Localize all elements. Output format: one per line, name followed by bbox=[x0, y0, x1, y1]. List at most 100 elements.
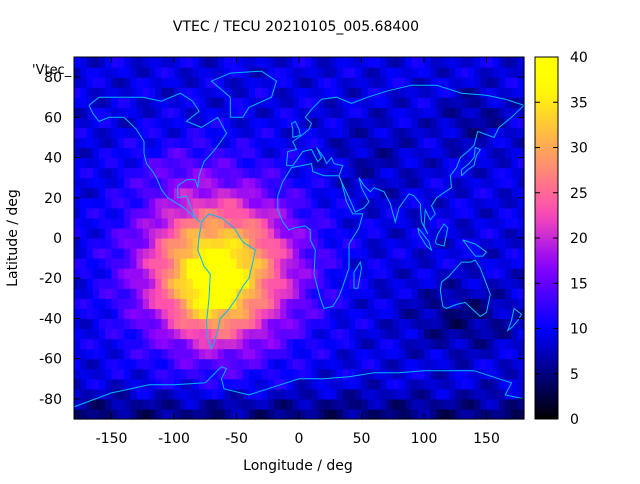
heatmap-cell bbox=[405, 308, 413, 320]
heatmap-cell bbox=[92, 368, 100, 380]
heatmap-cell bbox=[455, 77, 463, 88]
heatmap-cell bbox=[461, 97, 469, 108]
heatmap-cell bbox=[211, 217, 219, 229]
heatmap-cell bbox=[224, 137, 231, 149]
colorbar-tick-label: 10 bbox=[570, 322, 588, 338]
heatmap-cell bbox=[99, 187, 106, 199]
heatmap-cell bbox=[74, 258, 81, 269]
heatmap-cell bbox=[86, 157, 94, 169]
heatmap-cell bbox=[86, 117, 94, 128]
heatmap-cell bbox=[255, 77, 263, 88]
heatmap-cell bbox=[417, 238, 425, 249]
heatmap-cell bbox=[467, 278, 475, 289]
heatmap-cell bbox=[405, 398, 413, 410]
heatmap-cell bbox=[499, 378, 506, 390]
heatmap-cell bbox=[186, 318, 194, 330]
heatmap-cell bbox=[361, 238, 369, 249]
heatmap-cell bbox=[192, 278, 200, 289]
heatmap-cell bbox=[167, 187, 175, 199]
heatmap-cell bbox=[492, 177, 500, 189]
heatmap-cell bbox=[149, 238, 156, 249]
heatmap-cell bbox=[192, 268, 200, 279]
heatmap-cell bbox=[317, 177, 325, 189]
heatmap-cell bbox=[224, 117, 231, 128]
heatmap-cell bbox=[330, 298, 338, 309]
heatmap-cell bbox=[455, 358, 463, 370]
heatmap-cell bbox=[136, 137, 144, 149]
heatmap-cell bbox=[474, 87, 481, 98]
heatmap-cell bbox=[111, 328, 119, 340]
heatmap-cell bbox=[305, 77, 313, 88]
heatmap-cell bbox=[442, 258, 450, 269]
heatmap-cell bbox=[161, 67, 169, 78]
heatmap-cell bbox=[192, 348, 200, 360]
heatmap-cell bbox=[299, 378, 306, 390]
heatmap-cell bbox=[430, 87, 438, 98]
heatmap-cell bbox=[474, 318, 481, 330]
heatmap-cell bbox=[511, 248, 519, 259]
heatmap-cell bbox=[461, 197, 469, 209]
heatmap-cell bbox=[217, 227, 225, 239]
heatmap-cell bbox=[211, 348, 219, 360]
heatmap-cell bbox=[399, 137, 406, 149]
heatmap-cell bbox=[311, 348, 319, 360]
heatmap-cell bbox=[292, 227, 300, 239]
heatmap-cell bbox=[217, 137, 225, 149]
heatmap-cell bbox=[399, 288, 406, 299]
heatmap-cell bbox=[336, 77, 344, 88]
heatmap-cell bbox=[505, 348, 513, 360]
heatmap-cell bbox=[217, 278, 225, 289]
heatmap-cell bbox=[405, 87, 413, 98]
heatmap-cell bbox=[380, 258, 388, 269]
heatmap-cell bbox=[130, 157, 138, 169]
heatmap-cell bbox=[280, 368, 288, 380]
heatmap-cell bbox=[505, 268, 513, 279]
heatmap-cell bbox=[424, 57, 431, 68]
heatmap-cell bbox=[424, 338, 431, 350]
heatmap-cell bbox=[411, 147, 419, 159]
heatmap-cell bbox=[324, 338, 331, 350]
heatmap-cell bbox=[386, 268, 394, 279]
heatmap-cell bbox=[155, 97, 163, 108]
heatmap-cell bbox=[261, 398, 269, 410]
heatmap-cell bbox=[411, 318, 419, 330]
heatmap-cell bbox=[380, 137, 388, 149]
heatmap-cell bbox=[274, 348, 281, 360]
heatmap-cell bbox=[117, 398, 125, 410]
heatmap-cell bbox=[199, 278, 206, 289]
heatmap-cell bbox=[130, 67, 138, 78]
heatmap-cell bbox=[249, 318, 256, 330]
heatmap-cell bbox=[161, 77, 169, 88]
heatmap-cell bbox=[192, 308, 200, 320]
heatmap-cell bbox=[117, 408, 125, 420]
heatmap-cell bbox=[517, 338, 525, 350]
heatmap-cell bbox=[436, 147, 444, 159]
heatmap-cell bbox=[174, 248, 181, 259]
heatmap-cell bbox=[242, 298, 250, 309]
heatmap-cell bbox=[149, 298, 156, 309]
heatmap-cell bbox=[505, 338, 513, 350]
heatmap-cell bbox=[155, 278, 163, 289]
heatmap-cell bbox=[167, 207, 175, 219]
heatmap-cell bbox=[99, 308, 106, 320]
heatmap-cell bbox=[374, 97, 381, 108]
heatmap-cell bbox=[299, 328, 306, 340]
heatmap-cell bbox=[480, 258, 488, 269]
heatmap-cell bbox=[180, 77, 188, 88]
heatmap-cell bbox=[436, 278, 444, 289]
heatmap-cell bbox=[449, 258, 456, 269]
heatmap-cell bbox=[249, 157, 256, 169]
heatmap-cell bbox=[405, 248, 413, 259]
heatmap-cell bbox=[436, 87, 444, 98]
heatmap-cell bbox=[405, 238, 413, 249]
heatmap-cell bbox=[399, 177, 406, 189]
heatmap-cell bbox=[317, 258, 325, 269]
heatmap-cell bbox=[467, 57, 475, 68]
heatmap-cell bbox=[124, 348, 131, 360]
heatmap-cell bbox=[286, 177, 294, 189]
heatmap-cell bbox=[255, 107, 263, 118]
heatmap-cell bbox=[130, 258, 138, 269]
heatmap-cell bbox=[367, 308, 375, 320]
heatmap-cell bbox=[136, 248, 144, 259]
heatmap-cell bbox=[367, 187, 375, 199]
